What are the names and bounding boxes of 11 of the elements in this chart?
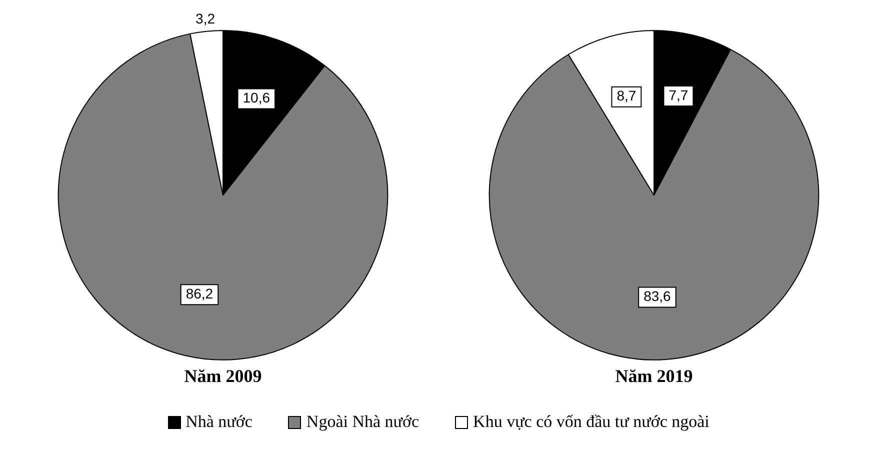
legend-label: Khu vực có vốn đầu tư nước ngoài — [473, 412, 710, 432]
legend-label: Ngoài Nhà nước — [306, 412, 420, 432]
data-label: 3,2 — [196, 10, 216, 26]
legend-label: Nhà nước — [186, 412, 252, 432]
data-label: 8,7 — [616, 88, 636, 104]
data-label: 86,2 — [186, 285, 214, 302]
text: Năm 2019 — [615, 366, 692, 386]
data-label: 83,6 — [643, 288, 671, 304]
data-label: 10,6 — [243, 90, 270, 106]
text: Năm 2009 — [184, 366, 262, 386]
data-label: 7,7 — [668, 86, 688, 103]
